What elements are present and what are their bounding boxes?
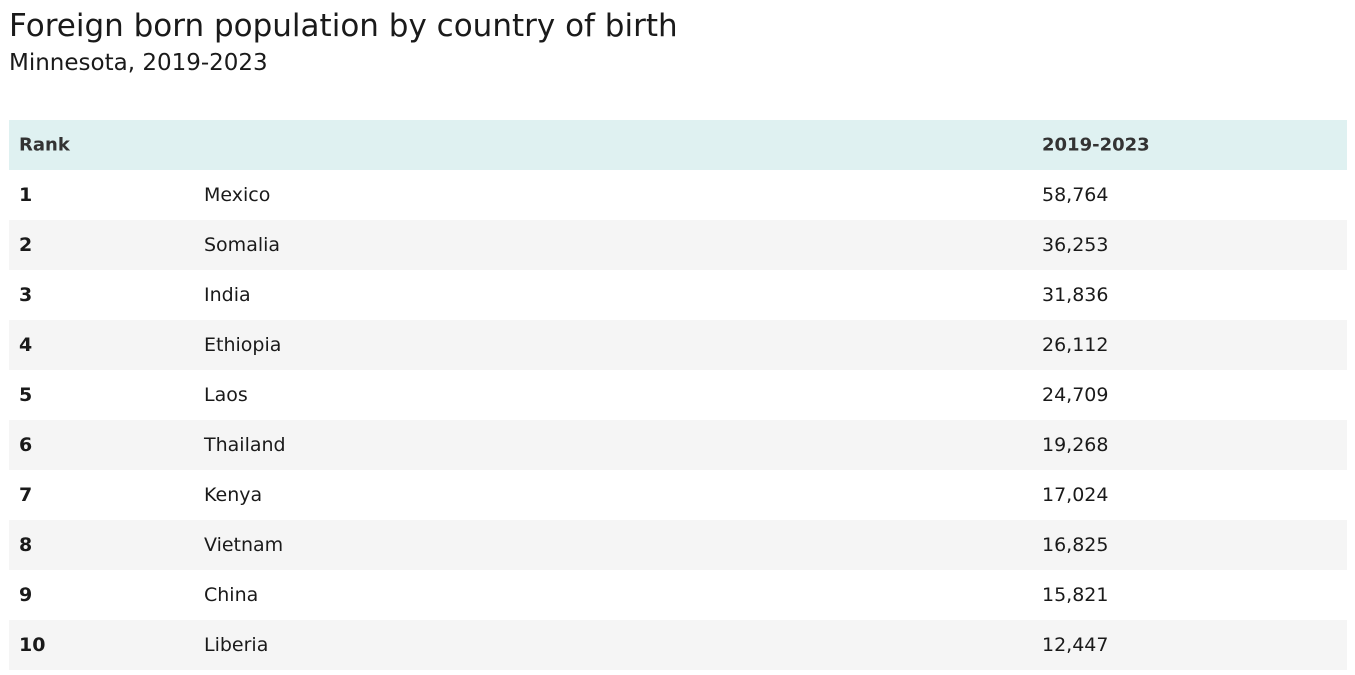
- rank-cell: 2: [19, 234, 33, 256]
- rank-cell: 10: [19, 634, 46, 656]
- rank-cell: 8: [19, 534, 33, 556]
- country-cell: Mexico: [204, 184, 271, 206]
- column-header: 2019-2023: [1042, 134, 1150, 156]
- country-cell: Laos: [204, 384, 248, 406]
- table-row: 8 Vietnam 16,825: [9, 520, 1347, 570]
- population-cell: 16,825: [1042, 534, 1109, 556]
- country-cell: Somalia: [204, 234, 281, 256]
- country-cell: India: [204, 284, 251, 306]
- rank-cell: 5: [19, 384, 33, 406]
- population-cell: 17,024: [1042, 484, 1109, 506]
- population-cell: 26,112: [1042, 334, 1109, 356]
- population-cell: 36,253: [1042, 234, 1109, 256]
- table-row: 9 China 15,821: [9, 570, 1347, 620]
- population-cell: 15,821: [1042, 584, 1109, 606]
- country-cell: Vietnam: [204, 534, 284, 556]
- population-cell: 24,709: [1042, 384, 1109, 406]
- table-row: 3 India 31,836: [9, 270, 1347, 320]
- subtitle: Minnesota, 2019-2023: [9, 50, 268, 76]
- column-header: Rank: [19, 134, 70, 156]
- population-cell: 12,447: [1042, 634, 1109, 656]
- rank-cell: 6: [19, 434, 33, 456]
- table-row: 10 Liberia 12,447: [9, 620, 1347, 670]
- population-cell: 19,268: [1042, 434, 1109, 456]
- table-row: 1 Mexico 58,764: [9, 170, 1347, 220]
- table-row: 7 Kenya 17,024: [9, 470, 1347, 520]
- table-row: 5 Laos 24,709: [9, 370, 1347, 420]
- rank-cell: 1: [19, 184, 33, 206]
- country-cell: Thailand: [204, 434, 286, 456]
- header-row: Rank 2019-2023: [9, 120, 1347, 170]
- table-row: 2 Somalia 36,253: [9, 220, 1347, 270]
- rank-cell: 9: [19, 584, 33, 606]
- title: Foreign born population by country of bi…: [9, 8, 678, 44]
- population-cell: 58,764: [1042, 184, 1109, 206]
- table: Rank 2019-2023 1 Mexico 58,764 2 Somalia 36,2…: [9, 120, 1347, 670]
- country-cell: China: [204, 584, 259, 606]
- rank-cell: 3: [19, 284, 33, 306]
- rank-cell: 7: [19, 484, 33, 506]
- table-row: 6 Thailand 19,268: [9, 420, 1347, 470]
- population-cell: 31,836: [1042, 284, 1109, 306]
- country-cell: Kenya: [204, 484, 263, 506]
- country-cell: Ethiopia: [204, 334, 282, 356]
- country-cell: Liberia: [204, 634, 269, 656]
- rank-cell: 4: [19, 334, 33, 356]
- table-row: 4 Ethiopia 26,112: [9, 320, 1347, 370]
